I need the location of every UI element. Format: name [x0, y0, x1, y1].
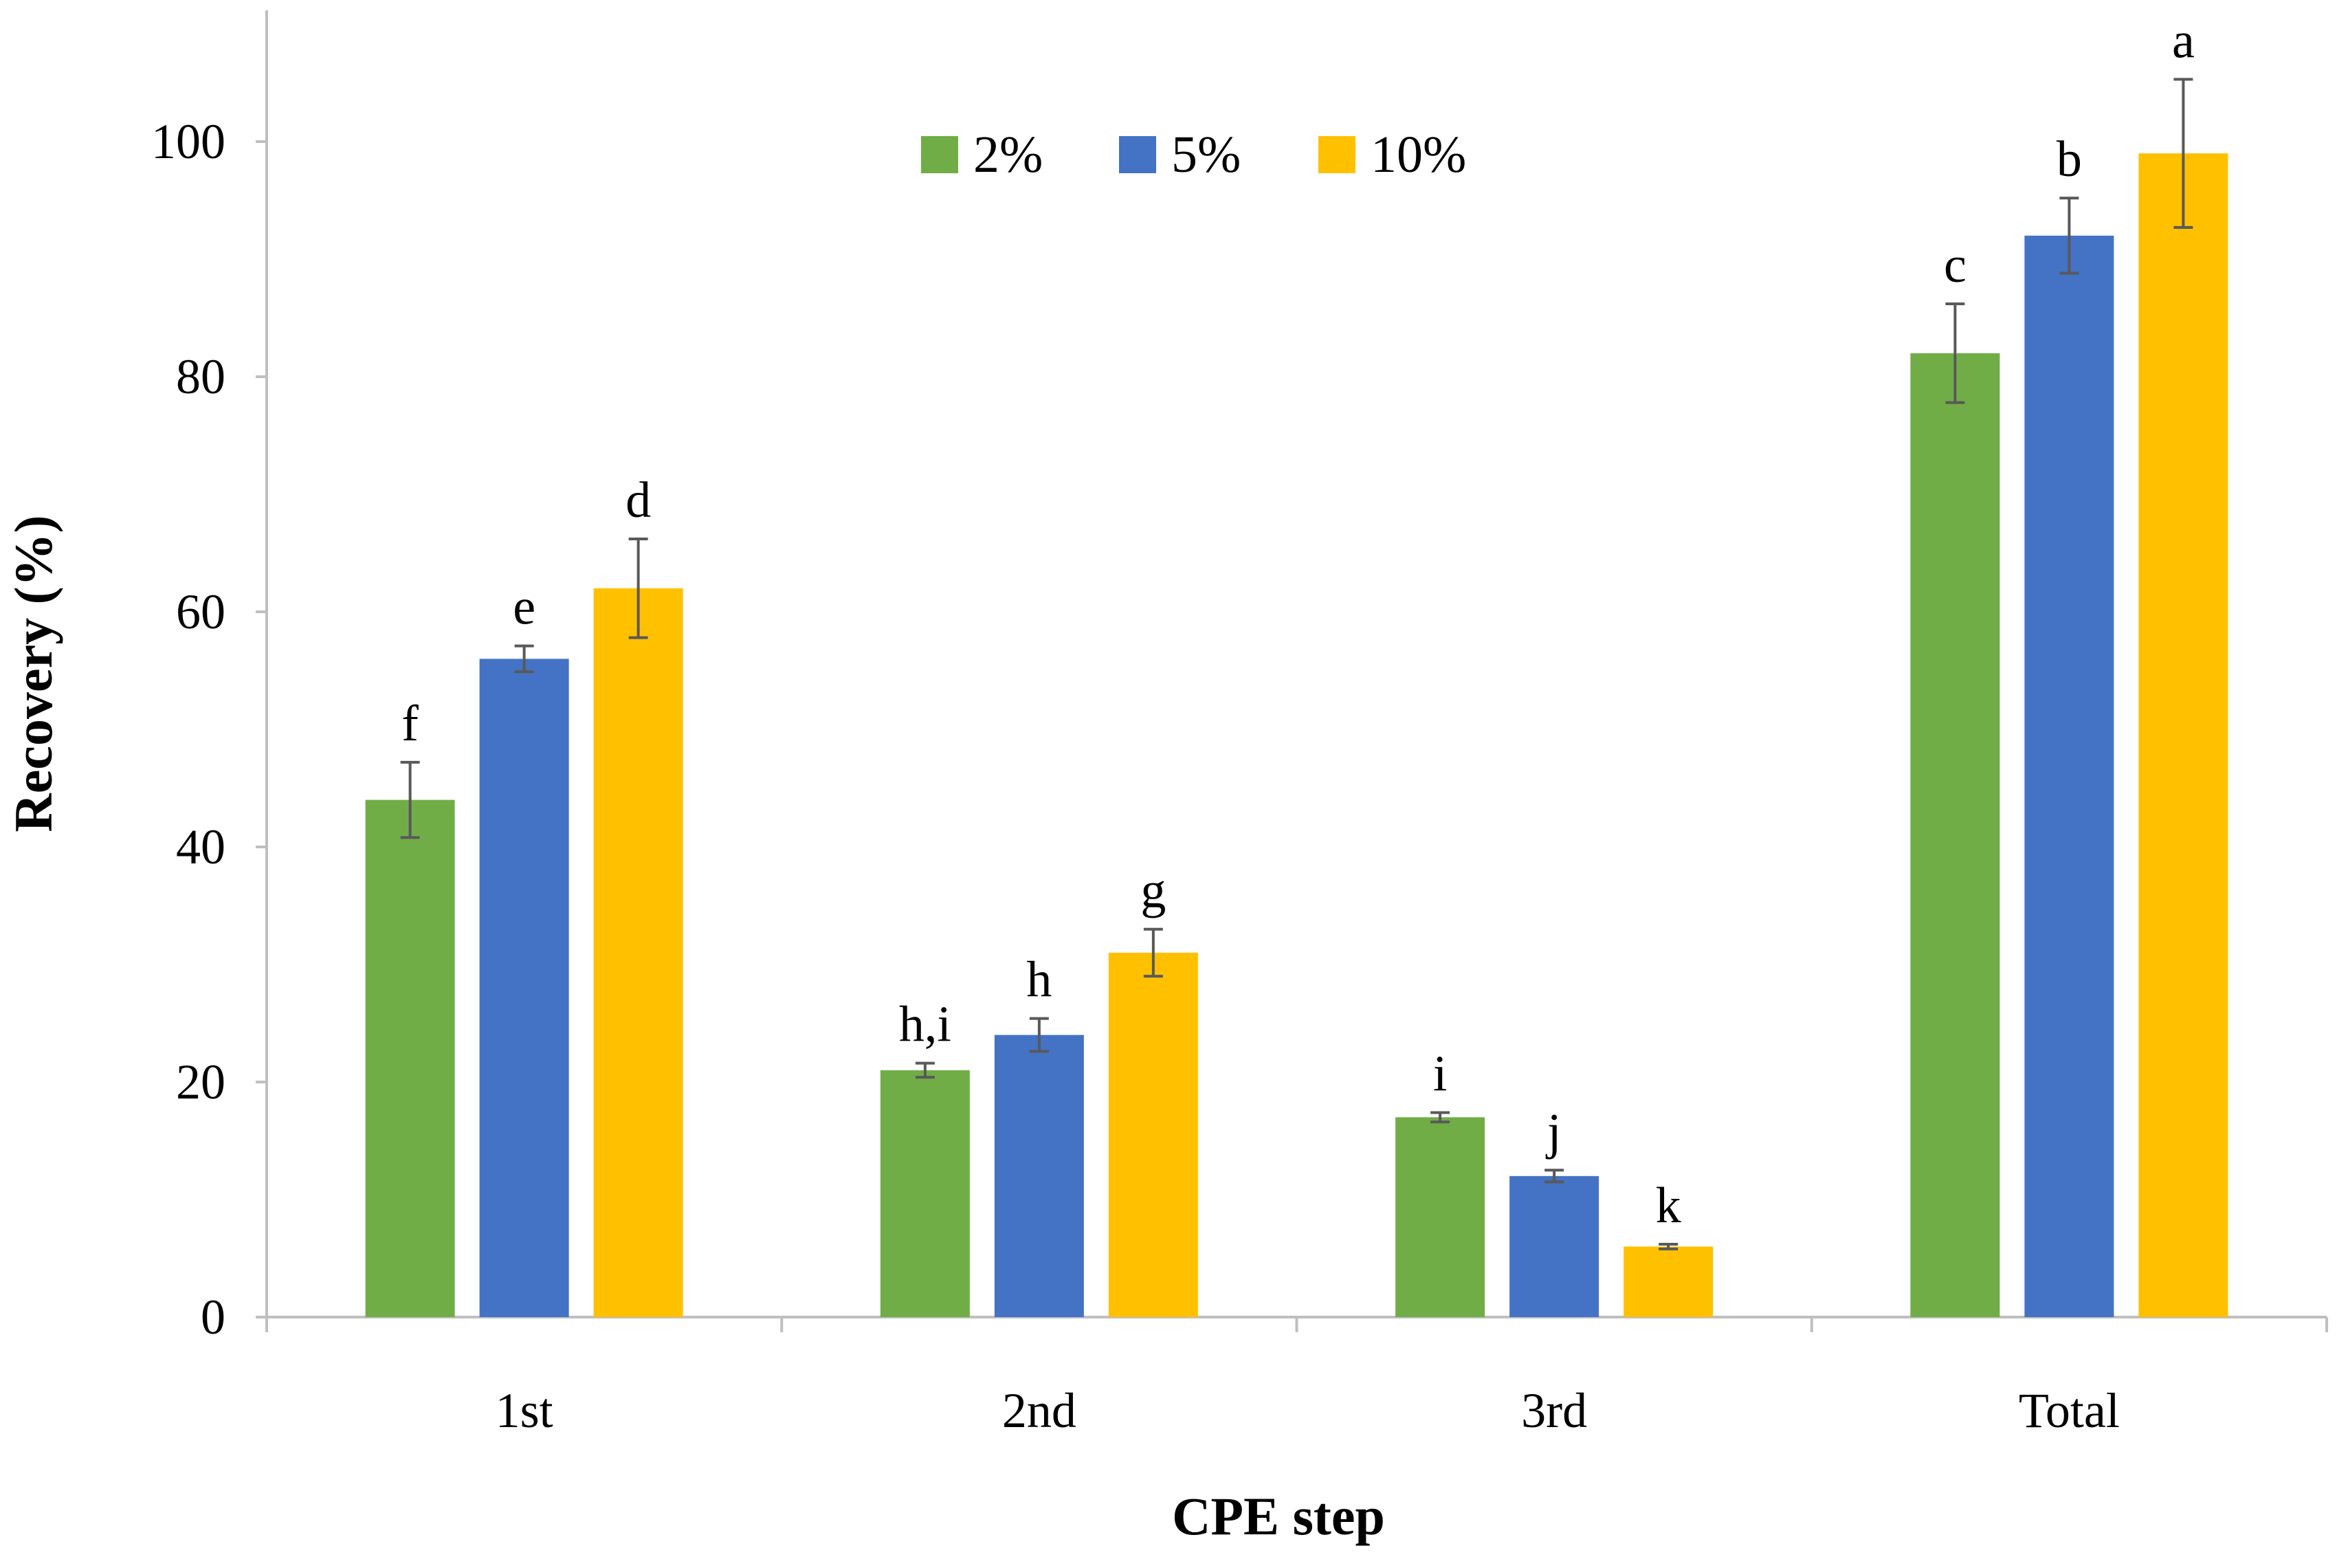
y-tick-label: 20	[176, 1054, 225, 1109]
bar	[880, 1070, 970, 1317]
y-tick-label: 60	[176, 584, 225, 639]
bar	[365, 799, 455, 1317]
y-tick-label: 0	[201, 1290, 225, 1345]
y-tick-label: 100	[151, 114, 225, 169]
y-tick-label: 80	[176, 349, 225, 404]
significance-letter: d	[625, 472, 651, 529]
significance-letter: j	[1545, 1103, 1562, 1160]
x-tick-label: 2nd	[1002, 1383, 1076, 1438]
x-tick-label: 3rd	[1521, 1383, 1587, 1438]
x-tick-label: 1st	[496, 1383, 553, 1438]
legend-label: 10%	[1371, 126, 1466, 184]
bar	[1624, 1246, 1714, 1317]
significance-letter: b	[2057, 131, 2082, 188]
bar	[479, 659, 569, 1317]
legend-swatch	[1318, 136, 1355, 173]
significance-letter: f	[401, 696, 419, 752]
significance-letter: c	[1944, 237, 1967, 294]
bar	[2138, 153, 2228, 1318]
significance-letter: a	[2172, 12, 2195, 69]
significance-letter: e	[513, 579, 535, 636]
x-tick-label: Total	[2019, 1383, 2120, 1438]
bar	[1910, 353, 2000, 1317]
legend-label: 5%	[1171, 126, 1241, 184]
bar	[994, 1035, 1084, 1317]
legend-swatch	[921, 136, 958, 173]
legend-swatch	[1119, 136, 1156, 173]
bar	[1395, 1117, 1485, 1317]
legend-label: 2%	[973, 126, 1043, 184]
significance-letter: i	[1433, 1046, 1448, 1102]
significance-letter: h	[1026, 952, 1052, 1008]
y-axis-title: Recovery (%)	[3, 515, 63, 832]
bar	[2024, 235, 2114, 1317]
y-tick-label: 40	[176, 819, 225, 874]
bar	[593, 588, 683, 1317]
significance-letter: h,i	[899, 997, 951, 1053]
bar	[1108, 952, 1198, 1317]
x-axis-title: CPE step	[1172, 1486, 1385, 1546]
bar	[1509, 1175, 1599, 1317]
significance-letter: g	[1140, 863, 1166, 919]
significance-letter: k	[1656, 1178, 1681, 1234]
